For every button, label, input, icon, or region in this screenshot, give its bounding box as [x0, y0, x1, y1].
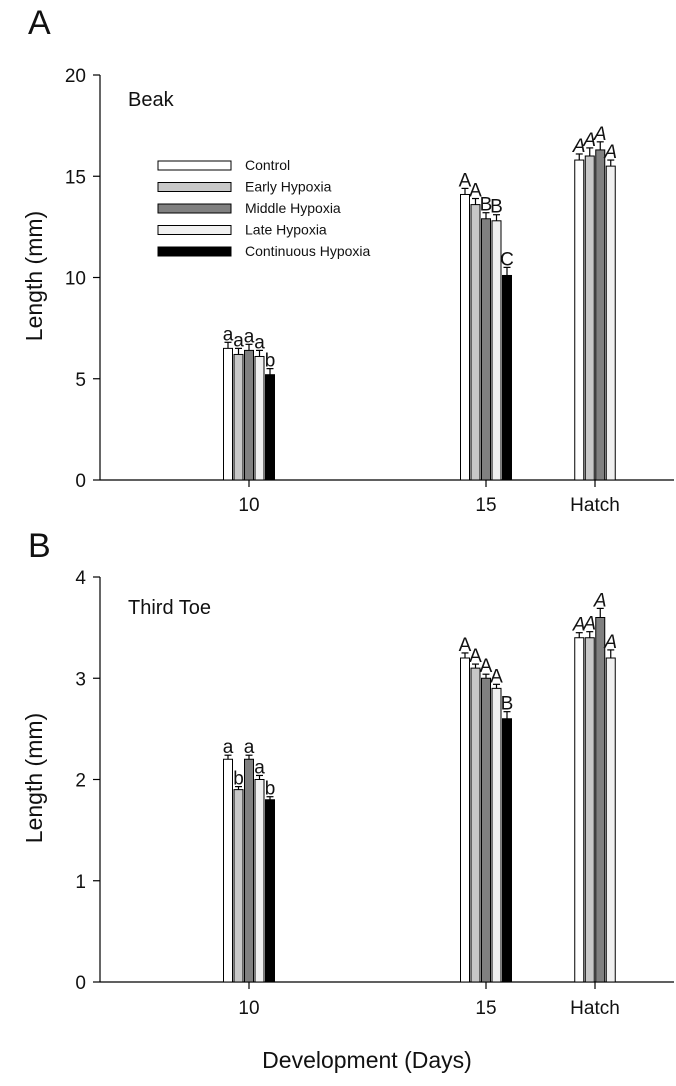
bar [223, 758, 233, 983]
y-tick-label: 20 [65, 66, 86, 87]
legend-label: Late Hypoxia [245, 222, 327, 238]
x-tick-label: 10 [238, 495, 259, 516]
y-axis-title: Length (mm) [21, 713, 47, 843]
significance-label: A [582, 614, 596, 635]
significance-label: A [603, 632, 617, 653]
bar [233, 353, 244, 481]
y-tick-label: 3 [75, 669, 86, 690]
legend-label: Control [245, 157, 290, 173]
significance-label: B [501, 694, 514, 715]
bar [481, 218, 491, 481]
y-tick-label: 1 [75, 872, 86, 893]
bar [605, 165, 616, 481]
y-tick-label: 10 [65, 269, 86, 290]
significance-label: B [490, 197, 503, 218]
bar [584, 637, 595, 983]
significance-label: C [500, 249, 514, 270]
legend-label: Early Hypoxia [245, 179, 332, 195]
significance-label: a [254, 757, 265, 778]
bar [502, 274, 512, 481]
legend-swatch [157, 225, 232, 235]
x-tick-label: Hatch [570, 495, 620, 516]
legend-swatch [157, 203, 232, 214]
bar [595, 617, 606, 983]
significance-label: A [603, 142, 617, 163]
x-axis-title: Development (Days) [262, 1047, 472, 1073]
significance-label: b [233, 769, 244, 790]
legend-swatch [157, 246, 232, 257]
panel-letter: B [28, 527, 51, 565]
significance-label: a [223, 324, 234, 345]
bar [584, 155, 595, 481]
legend: Control Early Hypoxia Middle Hypoxia Late H… [157, 157, 371, 259]
panel-a: A Beak Length (mm) Control Early Hypoxia M… [21, 4, 674, 516]
y-tick-label: 15 [65, 167, 86, 188]
bar [244, 758, 254, 983]
y-tick-label: 0 [75, 973, 86, 994]
significance-label: a [254, 332, 265, 353]
significance-label: A [582, 130, 596, 151]
bar [265, 799, 275, 983]
bar [254, 355, 265, 481]
significance-label: b [265, 779, 276, 800]
significance-label: a [223, 737, 234, 758]
bar [265, 374, 275, 481]
bar [574, 159, 585, 481]
bar [223, 347, 233, 481]
panel-letter: A [28, 4, 51, 42]
bar [491, 687, 502, 983]
x-tick-label: 10 [238, 998, 259, 1019]
panel-title: Beak [128, 89, 175, 111]
significance-label: A [593, 590, 607, 611]
significance-label: A [459, 635, 472, 656]
legend-swatch [157, 160, 232, 171]
bar [502, 718, 512, 983]
significance-label: A [469, 646, 482, 667]
x-tick-label: 15 [475, 998, 496, 1019]
significance-label: A [490, 666, 503, 687]
y-tick-label: 5 [75, 370, 86, 391]
x-tick-label: 15 [475, 495, 496, 516]
bar [574, 637, 585, 983]
significance-label: a [244, 737, 255, 758]
significance-label: A [469, 181, 482, 202]
significance-label: A [459, 170, 472, 191]
bar [244, 349, 254, 481]
bar [481, 677, 491, 983]
panel-title: Third Toe [128, 597, 211, 619]
legend-label: Middle Hypoxia [245, 200, 341, 216]
bar [595, 149, 606, 481]
significance-label: a [233, 330, 244, 351]
significance-label: A [572, 136, 586, 157]
x-tick-label: Hatch [570, 998, 620, 1019]
significance-label: A [480, 656, 493, 677]
legend-swatch [157, 182, 232, 192]
bar [233, 789, 244, 983]
bar [605, 657, 616, 983]
significance-label: B [480, 195, 493, 216]
bar [254, 779, 265, 983]
bar [470, 204, 481, 481]
y-tick-label: 2 [75, 771, 86, 792]
y-tick-label: 0 [75, 471, 86, 492]
significance-label: A [593, 124, 607, 145]
bar [470, 667, 481, 983]
bar [460, 193, 470, 481]
legend-label: Continuous Hypoxia [245, 243, 371, 259]
significance-label: a [244, 326, 255, 347]
significance-label: A [572, 615, 586, 636]
y-axis-title: Length (mm) [21, 211, 47, 341]
bar [460, 657, 470, 983]
y-tick-label: 4 [75, 568, 86, 589]
significance-label: b [265, 351, 276, 372]
